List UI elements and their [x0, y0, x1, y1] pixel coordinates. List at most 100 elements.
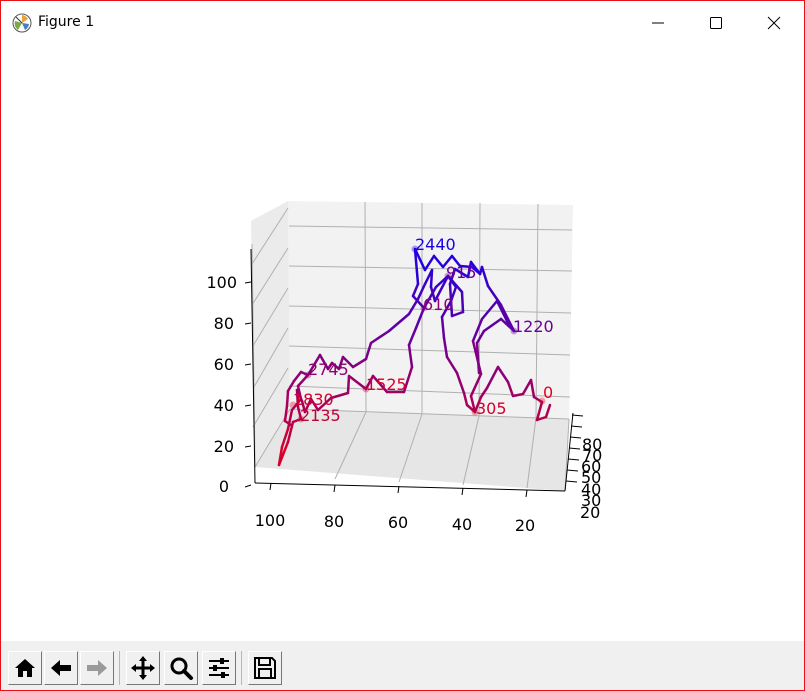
- x-tick-labels: 100 80 60 40 20: [255, 511, 535, 535]
- annotation-label: 0: [543, 383, 553, 402]
- trajectory-segment: [283, 404, 289, 423]
- left-pane: [251, 201, 290, 467]
- trajectory-segment: [402, 365, 414, 394]
- trajectory-segment: [450, 254, 462, 268]
- trajectory-segment: [433, 274, 450, 303]
- trajectory-segment: [479, 386, 489, 399]
- toolbar-separator: [241, 651, 242, 685]
- trajectory-segment: [330, 361, 341, 371]
- trajectory-segment: [303, 397, 313, 414]
- trajectory-segment: [455, 371, 466, 395]
- annotation-label: 305: [476, 399, 507, 418]
- save-button[interactable]: [248, 651, 282, 685]
- trajectory-segment: [285, 389, 290, 408]
- annotation-label: 2745: [308, 360, 349, 379]
- trajectory-segment: [422, 285, 438, 310]
- z-tick-label: 20: [214, 437, 234, 456]
- z-tick-label: 60: [214, 355, 234, 374]
- home-button[interactable]: [8, 651, 42, 685]
- trajectory-segment: [442, 336, 449, 359]
- trajectory-line: [277, 247, 552, 467]
- z-tick-label: 100: [206, 273, 237, 292]
- trajectory-segment: [280, 427, 290, 449]
- annotation-label: 2440: [415, 235, 456, 254]
- x-tick-label: 80: [324, 512, 344, 531]
- annotation-label: 610: [423, 295, 454, 314]
- trajectory-segment: [535, 415, 548, 422]
- annotation-labels: 0 305 610 915 1220 1525 1830 2135 2440 2…: [293, 235, 554, 425]
- magnifier-icon: [170, 657, 193, 680]
- trajectory-segment: [511, 392, 525, 398]
- back-button[interactable]: [44, 651, 78, 685]
- y-tick-label: 70: [582, 446, 602, 465]
- x-tick-label: 20: [515, 516, 535, 535]
- trajectory-segment: [290, 397, 303, 412]
- trajectory-segment: [351, 357, 368, 369]
- trajectory-segment: [337, 355, 345, 371]
- trajectory-segment: [387, 312, 411, 333]
- title-bar[interactable]: Figure 1: [1, 1, 804, 45]
- close-button[interactable]: [745, 1, 803, 45]
- minimize-button[interactable]: [629, 1, 687, 45]
- trajectory-segment: [486, 284, 503, 307]
- forward-button[interactable]: [80, 651, 114, 685]
- move-icon: [131, 656, 155, 680]
- trajectory-segment: [466, 260, 473, 279]
- maximize-icon: [710, 17, 722, 29]
- y-tick-labels: 20 30 40 50 60 70 80: [580, 435, 602, 522]
- zoom-button[interactable]: [164, 651, 198, 685]
- y-tick-label: 60: [581, 457, 601, 476]
- trajectory-segment: [470, 265, 481, 275]
- trajectory-segment: [496, 365, 510, 384]
- trajectory-segment: [506, 380, 515, 398]
- trajectory-segment: [469, 372, 483, 398]
- plot-canvas[interactable]: 100 80 60 40 20 20 30 40 50 60 70 80 0 2…: [1, 45, 804, 641]
- trajectory-segment: [482, 317, 503, 333]
- toolbar-separator: [119, 651, 120, 685]
- pan-button[interactable]: [126, 651, 160, 685]
- trajectory-segment: [469, 394, 477, 414]
- trajectory-segment: [453, 267, 470, 279]
- trajectory-segment: [446, 274, 464, 294]
- trajectory-segment: [413, 247, 420, 286]
- trajectory-segment: [341, 355, 355, 369]
- trajectory-segment: [316, 396, 333, 412]
- trajectory-segment: [292, 370, 303, 383]
- maximize-button[interactable]: [687, 1, 745, 45]
- marker-610: [420, 304, 428, 312]
- marker-2135: [297, 415, 305, 423]
- trajectory-segment: [369, 329, 391, 345]
- navigation-toolbar: [1, 641, 804, 690]
- y-tick-label: 30: [581, 491, 601, 510]
- trajectory-segment: [411, 294, 426, 310]
- marker-2745: [304, 371, 312, 379]
- trajectory-segment: [371, 374, 389, 394]
- trajectory-segment: [291, 417, 303, 424]
- z-tick-label: 40: [214, 396, 234, 415]
- annotation-label: 915: [446, 263, 477, 282]
- window-title: Figure 1: [38, 14, 95, 30]
- trajectory-segment: [440, 315, 446, 340]
- annotation-markers: [289, 245, 546, 423]
- trajectory-segment: [475, 341, 481, 375]
- trajectory-segment: [299, 370, 310, 377]
- y-tick-label: 20: [580, 503, 600, 522]
- trajectory-segment: [434, 274, 450, 289]
- x-tick-label: 40: [452, 515, 472, 534]
- trajectory-segment: [544, 403, 552, 419]
- trajectory-segment: [364, 374, 375, 391]
- z-tick-labels: 0 20 40 60 80 100: [206, 273, 237, 496]
- marker-1830: [289, 401, 297, 409]
- trajectory-segment: [432, 254, 445, 269]
- y-tick-label: 80: [582, 435, 602, 454]
- trajectory-segment: [448, 282, 454, 318]
- trajectory-segment: [413, 247, 427, 272]
- trajectory-segment: [347, 374, 368, 391]
- marker-1525: [362, 385, 370, 393]
- trajectory-segment: [364, 341, 373, 361]
- marker-305: [471, 408, 479, 416]
- subplots-button[interactable]: [202, 651, 236, 685]
- marker-915: [444, 272, 452, 280]
- trajectory-segment: [296, 373, 310, 388]
- trajectory-segment: [521, 378, 533, 396]
